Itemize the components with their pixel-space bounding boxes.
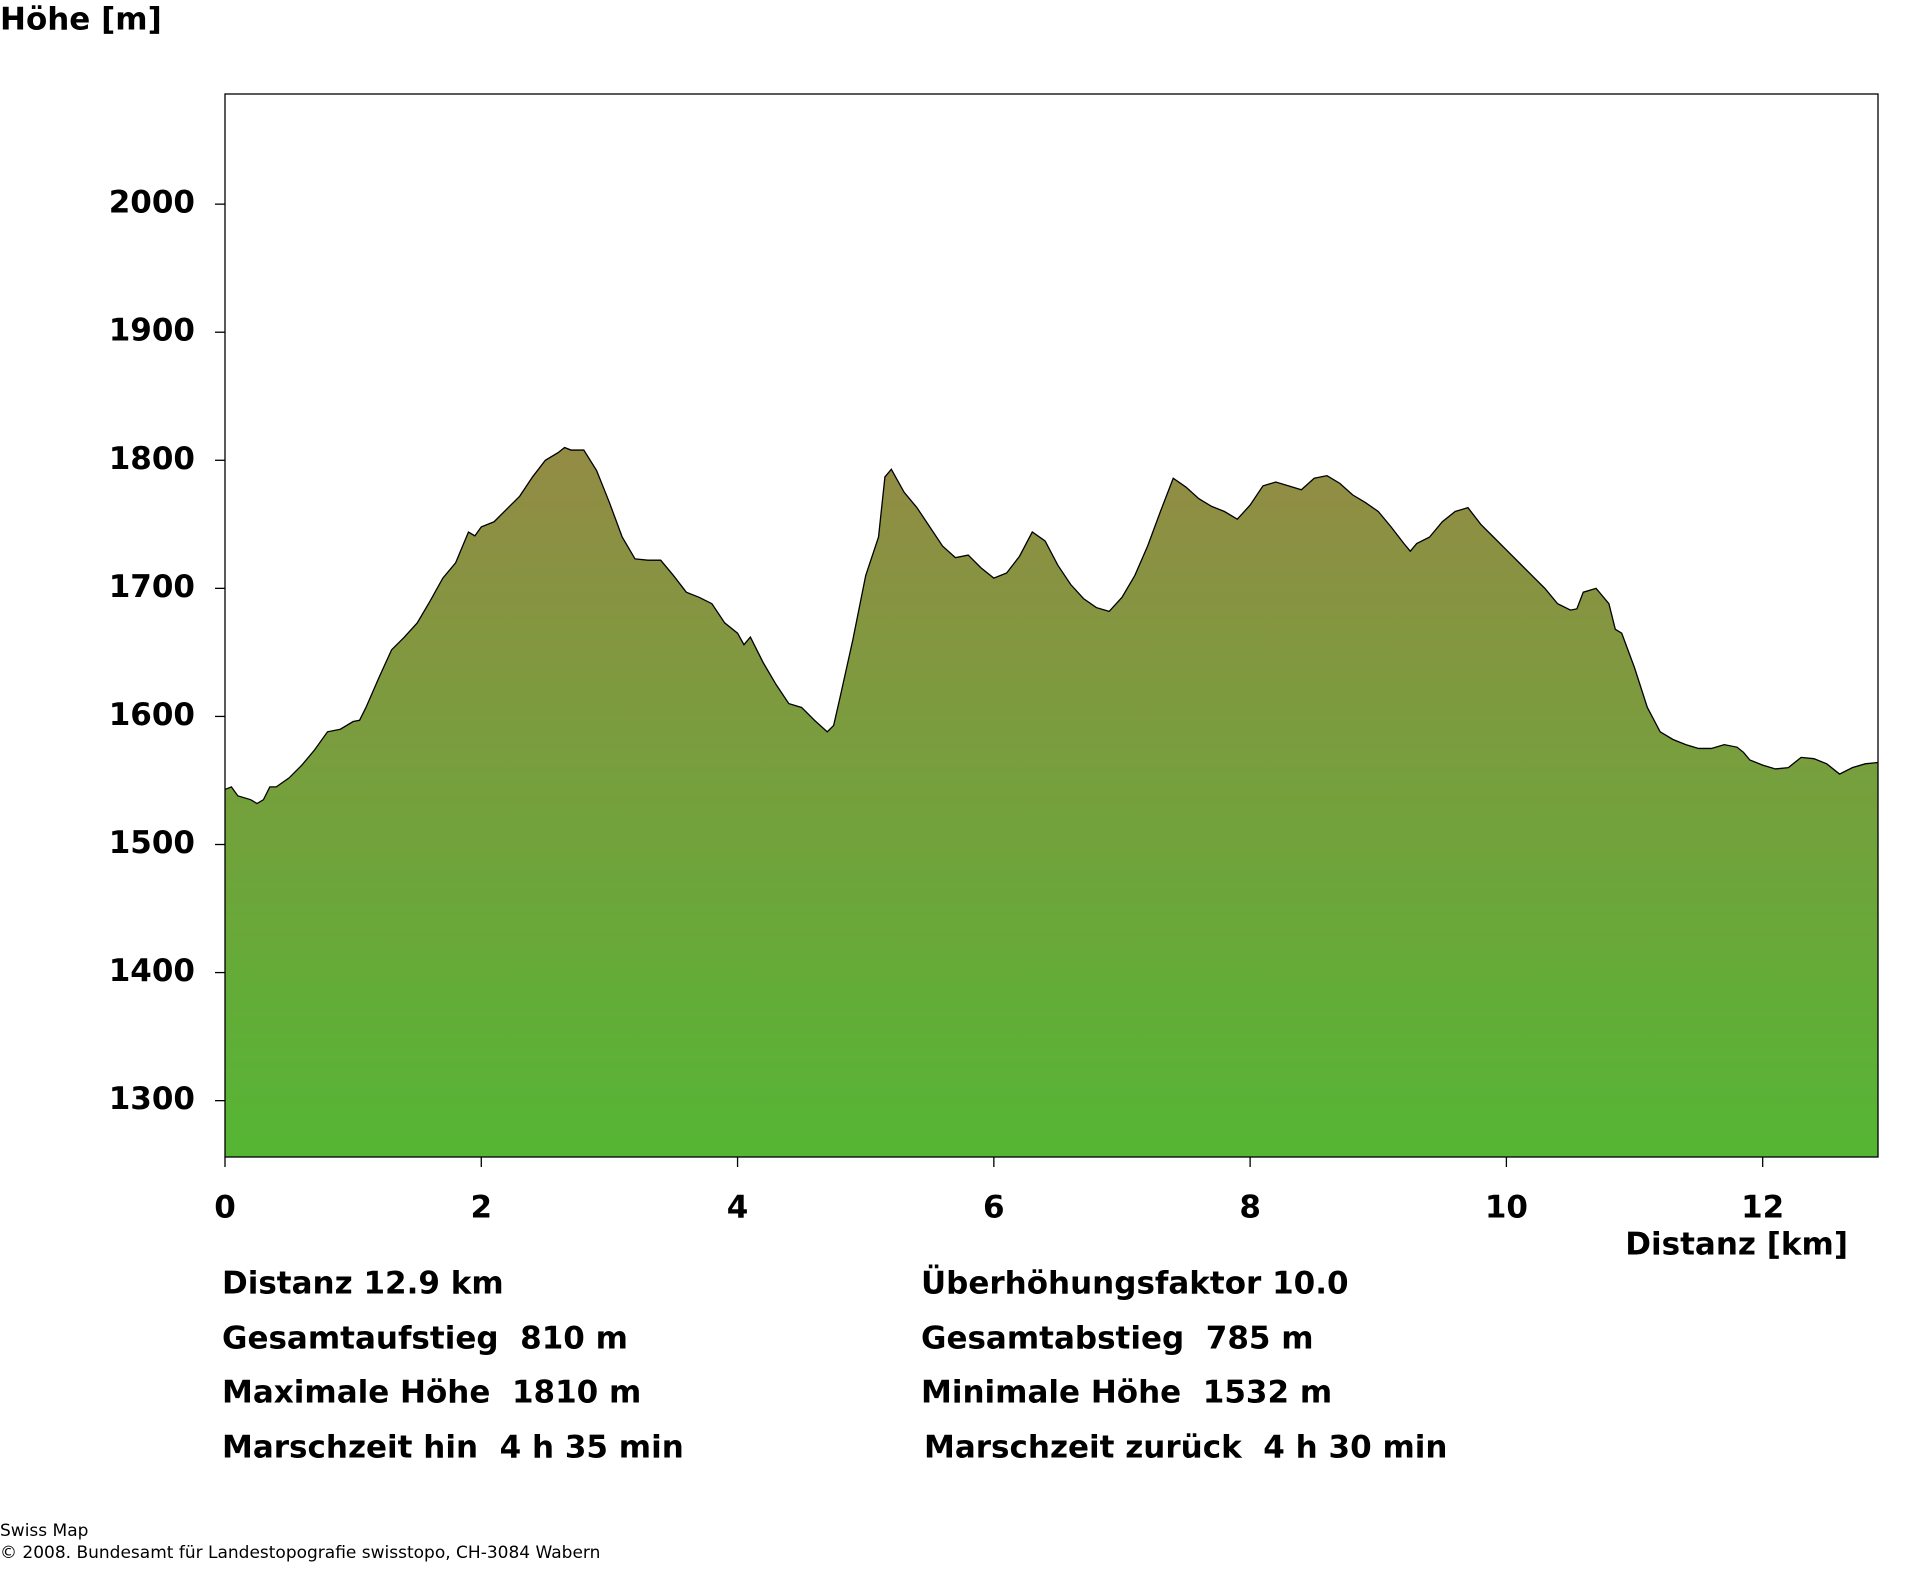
stat-text: Maximale Höhe 1810 m	[222, 1375, 641, 1411]
stat-text: Gesamtabstieg 785 m	[921, 1321, 1314, 1357]
y-tick-label: 2000	[109, 185, 195, 221]
y-tick-label: 1900	[109, 313, 195, 349]
plot-frame	[224, 93, 1879, 1158]
x-axis-label: Distanz [km]	[1625, 1227, 1848, 1263]
x-tick-label: 10	[1485, 1190, 1528, 1226]
y-tick-label: 1600	[109, 697, 195, 733]
x-tick-label: 6	[983, 1190, 1005, 1226]
stat-text: Marschzeit hin 4 h 35 min	[222, 1430, 684, 1466]
x-tick-label: 2	[470, 1190, 492, 1226]
stat-text: Marschzeit zurück 4 h 30 min	[924, 1430, 1447, 1466]
y-tick-label: 1700	[109, 569, 195, 605]
stat-text: Minimale Höhe 1532 m	[921, 1375, 1332, 1411]
y-tick-label: 1300	[109, 1081, 195, 1117]
y-tick-label: 1500	[109, 825, 195, 861]
source-text: Swiss Map	[0, 1521, 88, 1541]
y-tick-label: 1800	[109, 441, 195, 477]
profile-line	[224, 446, 1879, 805]
x-tick-label: 4	[727, 1190, 749, 1226]
stat-text: Distanz 12.9 km	[222, 1266, 504, 1302]
x-tick-label: 0	[214, 1190, 236, 1226]
x-tick-label: 8	[1239, 1190, 1261, 1226]
stat-text: Überhöhungsfaktor 10.0	[921, 1265, 1349, 1302]
x-tick-label: 12	[1741, 1190, 1784, 1226]
y-tick-label: 1400	[109, 953, 195, 989]
source-text: © 2008. Bundesamt für Landestopografie s…	[0, 1543, 600, 1563]
area-fill	[225, 447, 1878, 1158]
y-axis-label: Höhe [m]	[0, 2, 162, 38]
stat-text: Gesamtaufstieg 810 m	[222, 1321, 628, 1357]
